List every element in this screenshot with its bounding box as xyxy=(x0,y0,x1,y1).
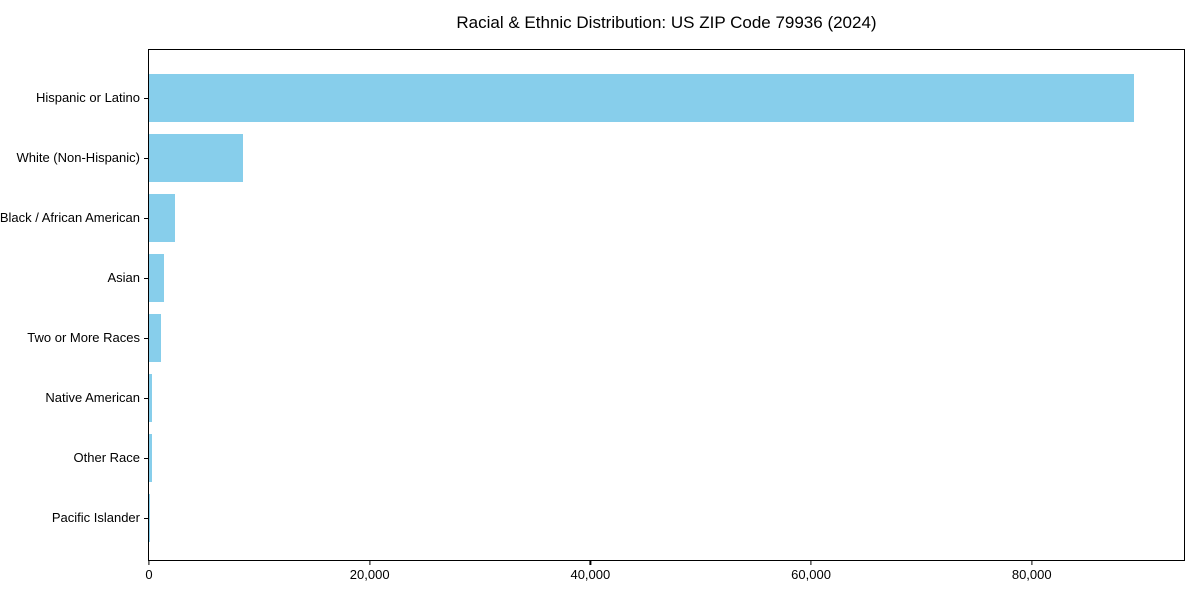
bar-row-pacific-islander xyxy=(149,488,1184,548)
bar-row-asian xyxy=(149,248,1184,308)
bar-other-race xyxy=(149,434,153,482)
ylabel-row-asian: Asian xyxy=(0,247,140,307)
ytick-label-other-race: Other Race xyxy=(73,449,140,465)
x-tick-mark xyxy=(589,561,591,565)
ylabel-row-other-race: Other Race xyxy=(0,427,140,487)
bar-pacific-islander xyxy=(149,494,150,542)
x-tick-label-0: 0 xyxy=(145,567,153,582)
y-tick-mark xyxy=(144,98,148,100)
x-tick-label-80-000: 80,000 xyxy=(1011,567,1052,582)
x-tick-mark xyxy=(148,561,150,565)
y-tick-mark xyxy=(144,218,148,220)
bar-asian xyxy=(149,254,165,302)
x-tick-mark xyxy=(369,561,371,565)
bar-hispanic-or-latino xyxy=(149,74,1135,122)
plot-area: 0 20,000 40,000 60,000 80,000 xyxy=(144,49,1185,582)
y-tick-mark xyxy=(144,278,148,280)
y-axis-category-labels: Hispanic or Latino White (Non-Hispanic) Bl… xyxy=(0,49,140,579)
ytick-label-native-american: Native American xyxy=(45,389,140,405)
x-tick-mark xyxy=(1031,561,1033,565)
x-tick-label-40-000: 40,000 xyxy=(570,567,611,582)
ytick-label-white-non-hispanic: White (Non-Hispanic) xyxy=(16,149,140,165)
x-tick-label-20-000: 20,000 xyxy=(349,567,390,582)
bar-row-white-non-hispanic xyxy=(149,128,1184,188)
y-tick-mark xyxy=(144,518,148,520)
bar-white-non-hispanic xyxy=(149,134,243,182)
ylabel-row-native-american: Native American xyxy=(0,367,140,427)
bar-black-african-american xyxy=(149,194,176,242)
y-tick-mark xyxy=(144,458,148,460)
ylabel-row-pacific-islander: Pacific Islander xyxy=(0,487,140,547)
ylabel-row-two-or-more-races: Two or More Races xyxy=(0,307,140,367)
x-tick-mark xyxy=(810,561,812,565)
ytick-label-two-or-more-races: Two or More Races xyxy=(27,329,140,345)
ytick-label-asian: Asian xyxy=(107,269,140,285)
y-tick-mark xyxy=(144,398,148,400)
chart-title: Racial & Ethnic Distribution: US ZIP Cod… xyxy=(456,13,877,32)
bar-row-two-or-more-races xyxy=(149,308,1184,368)
bar-two-or-more-races xyxy=(149,314,162,362)
bar-native-american xyxy=(149,374,153,422)
bar-row-black-african-american xyxy=(149,188,1184,248)
ylabel-row-black-african-american: Black / African American xyxy=(0,187,140,247)
ytick-label-pacific-islander: Pacific Islander xyxy=(51,509,140,525)
bar-row-native-american xyxy=(149,368,1184,428)
bar-row-other-race xyxy=(149,428,1184,488)
y-tick-mark xyxy=(144,338,148,340)
ytick-label-black-african-american: Black / African American xyxy=(0,209,140,225)
ylabel-row-hispanic-or-latino: Hispanic or Latino xyxy=(0,67,140,127)
y-tick-mark xyxy=(144,158,148,160)
bars-container xyxy=(149,50,1184,560)
ytick-label-hispanic-or-latino: Hispanic or Latino xyxy=(35,89,140,105)
x-tick-label-60-000: 60,000 xyxy=(791,567,831,582)
ylabel-row-white-non-hispanic: White (Non-Hispanic) xyxy=(0,127,140,187)
bar-row-hispanic-or-latino xyxy=(149,68,1184,128)
